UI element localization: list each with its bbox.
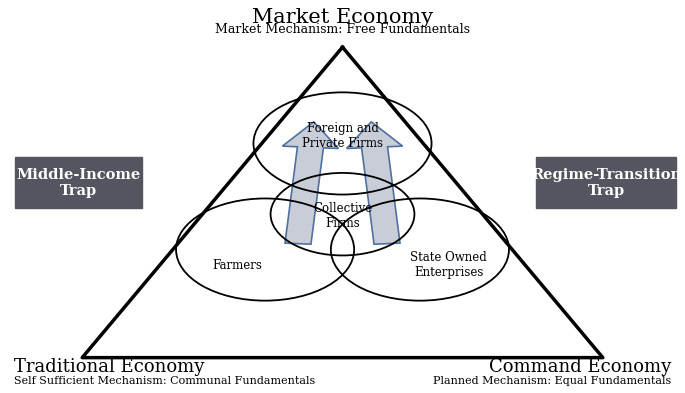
Text: Regime-Transition
Trap: Regime-Transition Trap — [531, 168, 682, 198]
FancyArrow shape — [347, 122, 403, 244]
Text: Market Economy: Market Economy — [252, 8, 433, 27]
Text: Traditional Economy: Traditional Economy — [14, 358, 204, 376]
FancyArrow shape — [282, 122, 338, 244]
Text: Market Mechanism: Free Fundamentals: Market Mechanism: Free Fundamentals — [215, 23, 470, 36]
Text: Foreign and
Private Firms: Foreign and Private Firms — [302, 121, 383, 150]
Text: Command Economy: Command Economy — [489, 358, 671, 376]
FancyBboxPatch shape — [536, 157, 676, 208]
FancyBboxPatch shape — [16, 157, 142, 208]
Text: Planned Mechanism: Equal Fundamentals: Planned Mechanism: Equal Fundamentals — [433, 376, 671, 386]
Text: Collective
Firms: Collective Firms — [313, 202, 372, 230]
Text: Middle-Income
Trap: Middle-Income Trap — [16, 168, 141, 198]
Text: Self Sufficient Mechanism: Communal Fundamentals: Self Sufficient Mechanism: Communal Fund… — [14, 376, 315, 386]
Text: State Owned
Enterprises: State Owned Enterprises — [410, 251, 487, 279]
Text: Farmers: Farmers — [213, 259, 262, 272]
